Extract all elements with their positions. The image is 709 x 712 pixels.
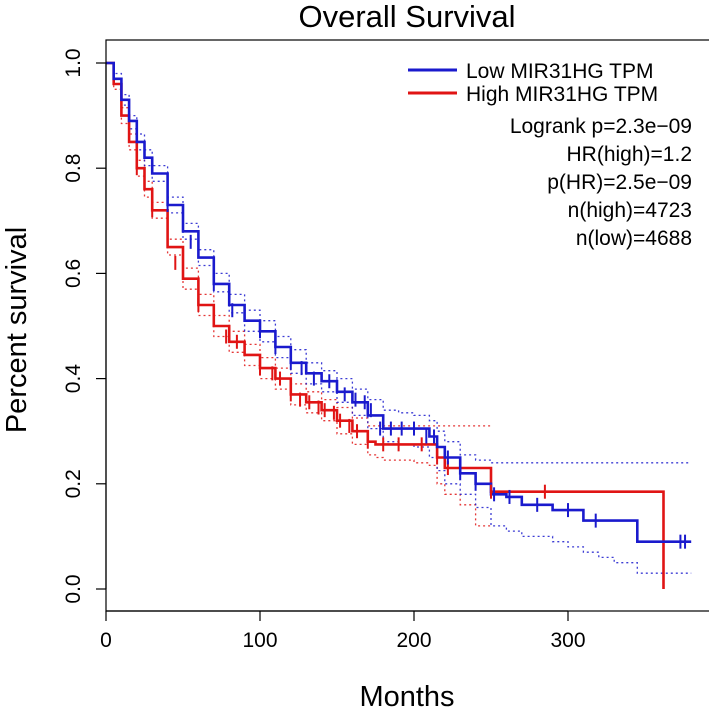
series-line-high	[106, 61, 665, 589]
x-axis-label: Months	[359, 681, 454, 712]
y-tick-label: 0.4	[62, 364, 85, 394]
y-tick-label: 0.0	[62, 574, 85, 603]
legend: Low MIR31HG TPM High MIR31HG TPM	[408, 60, 658, 106]
y-tick-label: 0.2	[62, 469, 85, 498]
survival-curves	[106, 61, 692, 589]
stats-annotations: Logrank p=2.3e−09 HR(high)=1.2 p(HR)=2.5…	[510, 115, 692, 250]
y-tick-label: 0.6	[62, 259, 85, 288]
annotation-n-high: n(high)=4723	[568, 199, 692, 222]
annotation-phr: p(HR)=2.5e−09	[547, 171, 692, 194]
annotation-n-low: n(low)=4688	[576, 227, 692, 250]
censor-marks	[135, 161, 687, 549]
ci-lower-high	[106, 62, 491, 527]
annotation-hr: HR(high)=1.2	[567, 143, 692, 166]
confidence-bands	[106, 62, 692, 574]
ci-upper-high	[106, 62, 491, 427]
ci-lower-low	[106, 62, 692, 574]
x-tick-label: 100	[242, 629, 277, 652]
y-tick-label: 0.8	[62, 154, 85, 183]
x-axis: 0 100 200 300	[100, 610, 586, 652]
legend-label-high: High MIR31HG TPM	[466, 83, 658, 106]
annotation-logrank: Logrank p=2.3e−09	[510, 115, 692, 138]
y-axis: 0.0 0.2 0.4 0.6 0.8 1.0	[62, 48, 107, 604]
x-tick-label: 200	[396, 629, 431, 652]
y-axis-label: Percent survival	[1, 227, 33, 433]
x-tick-label: 0	[100, 629, 112, 652]
legend-label-low: Low MIR31HG TPM	[466, 60, 654, 83]
chart-title: Overall Survival	[298, 0, 515, 34]
x-tick-label: 300	[550, 629, 585, 652]
y-tick-label: 1.0	[62, 48, 85, 77]
